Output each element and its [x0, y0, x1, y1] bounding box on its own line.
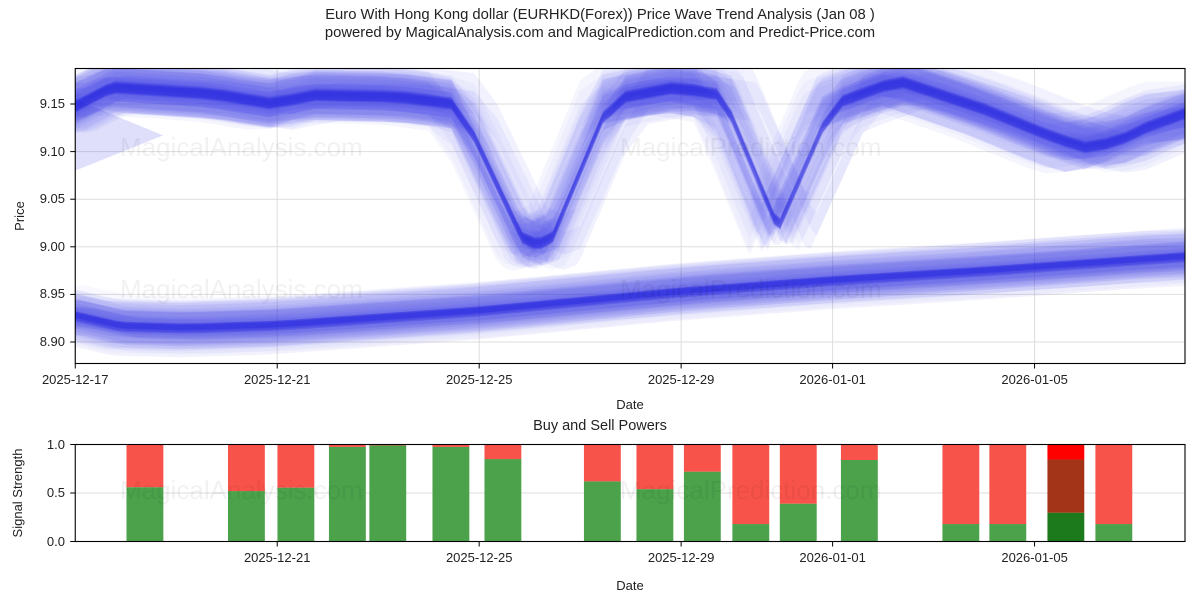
svg-text:MagicalAnalysis.com: MagicalAnalysis.com — [120, 475, 363, 505]
svg-text:MagicalPrediction.com: MagicalPrediction.com — [620, 475, 882, 505]
